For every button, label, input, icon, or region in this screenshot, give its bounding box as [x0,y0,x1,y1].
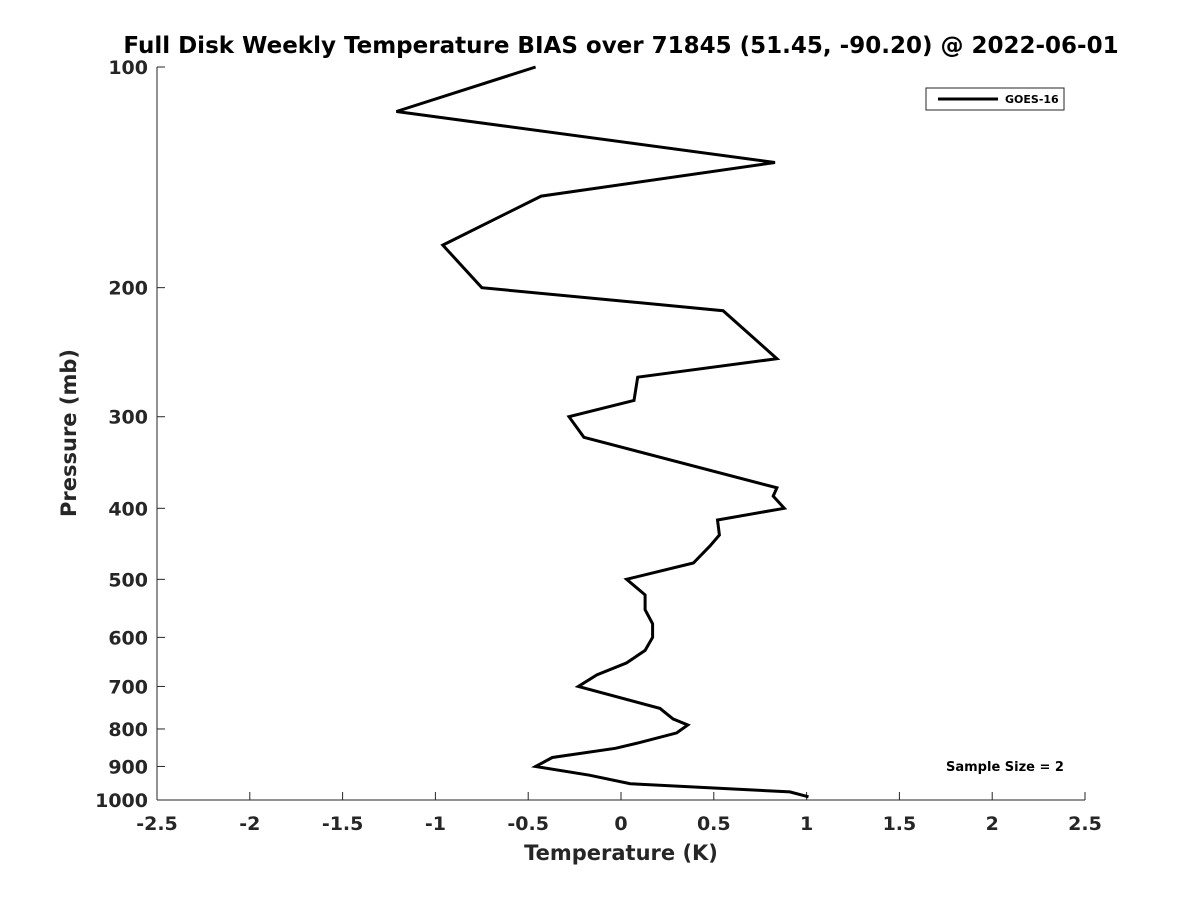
y-tick-label: 400 [108,498,148,520]
axes [156,67,1085,801]
x-tick-label: -2.5 [136,813,178,835]
x-tick-label: 2.5 [1068,813,1102,835]
x-tick-label: -1 [425,813,446,835]
y-tick-label: 300 [108,407,148,429]
x-tick-label: 0 [614,813,627,835]
y-tick-label: 500 [108,569,148,591]
series-layer [395,65,809,799]
chart-title: Full Disk Weekly Temperature BIAS over 7… [123,33,1118,59]
y-tick-label: 900 [108,756,148,778]
legend: GOES-16 [925,87,1065,111]
x-axis-label: Temperature (K) [524,841,718,865]
y-tick-label: 100 [108,57,148,79]
x-tick-label: 2 [986,813,999,835]
y-tick-label: 200 [108,278,148,300]
sample-size-annotation: Sample Size = 2 [946,760,1064,775]
x-tick-label: -2 [239,813,260,835]
x-tick-label: 1.5 [883,813,917,835]
x-axis-ticks: -2.5 -2 -1.5 -1 -0.5 0 0.5 1 1.5 2 2.5 [136,792,1102,835]
y-tick-label: 700 [108,676,148,698]
x-tick-label: 0.5 [697,813,731,835]
series-line-goes-16 [395,65,809,799]
legend-label-goes-16: GOES-16 [1005,93,1059,106]
y-tick-label: 1000 [95,790,148,812]
y-tick-label: 800 [108,719,148,741]
x-tick-label: -1.5 [322,813,364,835]
y-axis-ticks: 100 200 300 400 500 600 700 800 900 1000 [95,57,165,812]
x-tick-label: -0.5 [507,813,549,835]
y-axis-label: Pressure (mb) [57,349,81,517]
y-tick-label: 600 [108,627,148,649]
x-tick-label: 1 [800,813,813,835]
